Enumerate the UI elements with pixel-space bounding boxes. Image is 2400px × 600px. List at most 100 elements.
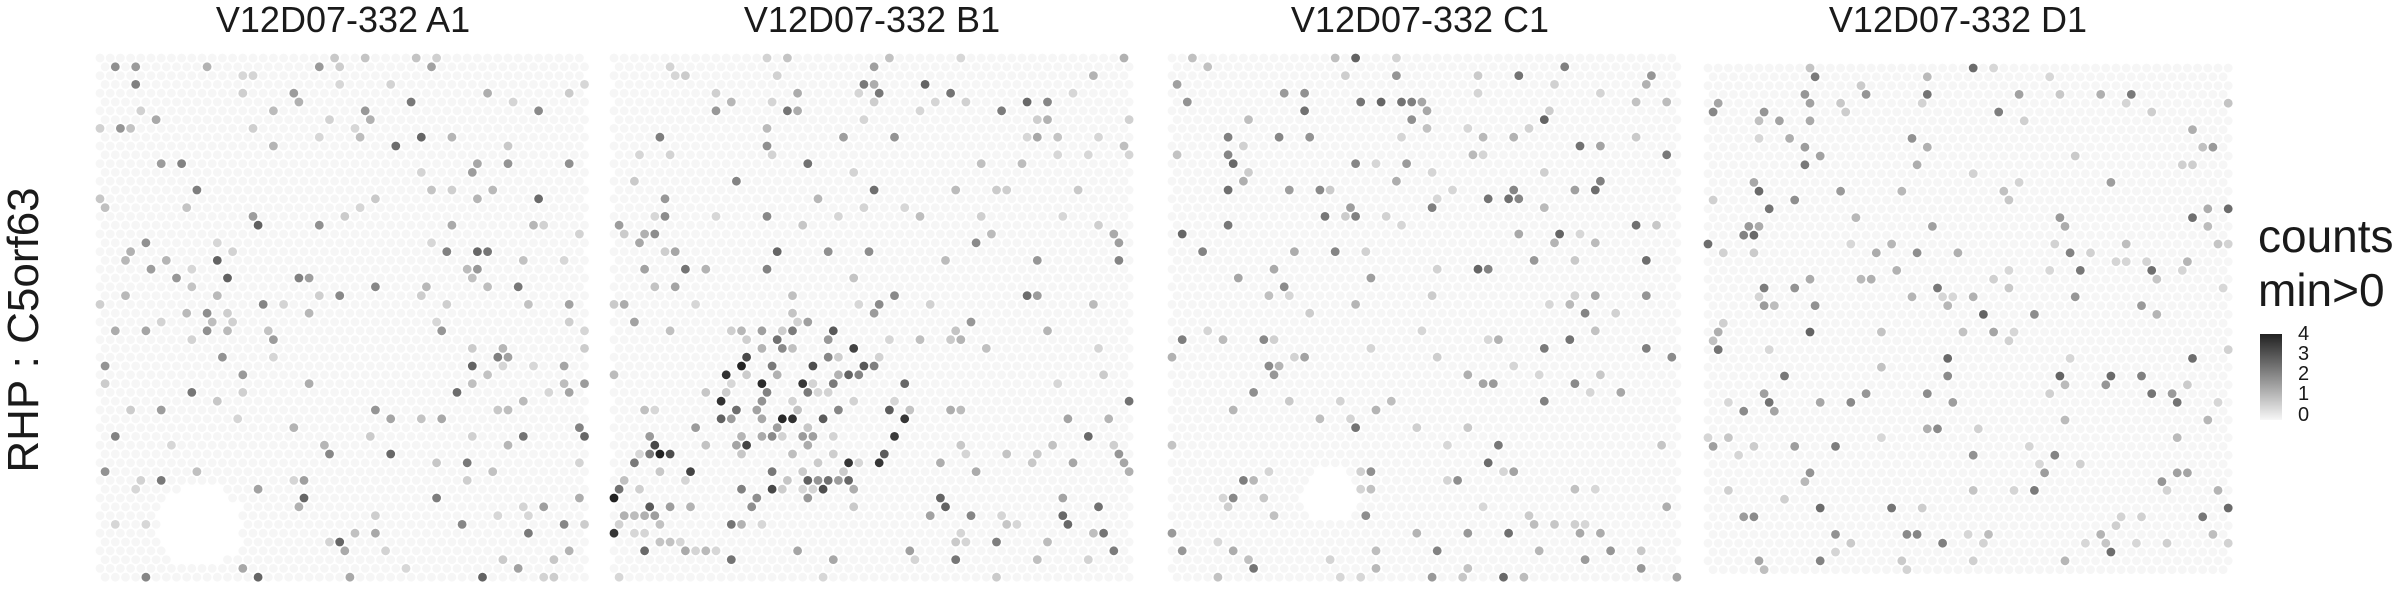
spot <box>747 168 757 177</box>
spot <box>304 520 314 529</box>
spot <box>951 150 961 160</box>
spot <box>726 396 736 406</box>
spot <box>808 168 818 177</box>
spot <box>447 132 457 142</box>
spot <box>401 440 411 450</box>
spot <box>365 414 375 424</box>
spot <box>737 203 746 213</box>
spot <box>156 388 166 397</box>
spot <box>920 273 930 283</box>
spot <box>544 476 554 485</box>
spot <box>925 71 935 80</box>
spot <box>126 194 135 204</box>
spot <box>580 432 589 441</box>
spot <box>136 264 146 274</box>
spot <box>885 212 894 221</box>
spot <box>1038 247 1047 256</box>
spot <box>126 493 135 503</box>
spot <box>1063 396 1073 406</box>
spot <box>457 185 467 195</box>
spot <box>844 300 853 309</box>
spot <box>508 132 518 142</box>
spot <box>1063 273 1073 283</box>
spot <box>793 229 802 239</box>
spot <box>660 335 670 344</box>
spot <box>330 71 339 80</box>
spot <box>197 88 207 98</box>
spot <box>279 528 288 538</box>
spot <box>645 150 655 160</box>
spot <box>243 414 253 424</box>
spot <box>1078 229 1088 239</box>
spot <box>925 212 935 221</box>
spot <box>1124 62 1134 72</box>
spot <box>640 282 649 292</box>
spot <box>956 335 966 344</box>
spot <box>885 247 894 256</box>
spot <box>828 115 838 124</box>
spot <box>503 71 513 80</box>
spot <box>1073 379 1083 388</box>
spot <box>1104 396 1114 406</box>
spot <box>151 168 161 177</box>
spot <box>110 62 120 72</box>
spot <box>849 344 859 353</box>
spot <box>396 572 406 582</box>
spot <box>386 238 396 248</box>
spot <box>513 247 523 256</box>
spot <box>381 317 390 327</box>
spot <box>660 405 670 415</box>
spot <box>808 80 818 89</box>
spot <box>681 405 690 415</box>
spot <box>981 361 991 371</box>
spot <box>1094 62 1103 72</box>
spot <box>1089 106 1098 116</box>
spot <box>630 194 639 204</box>
spot <box>325 80 334 89</box>
spot <box>406 361 416 371</box>
spot <box>997 405 1006 415</box>
spot <box>630 335 639 344</box>
spot <box>126 335 135 344</box>
spot <box>228 352 238 362</box>
spot <box>253 379 263 388</box>
spot <box>411 388 421 397</box>
spot <box>1007 71 1017 80</box>
spot <box>187 53 197 63</box>
spot <box>376 432 385 441</box>
spot <box>828 238 838 248</box>
spot <box>1068 53 1078 63</box>
spot <box>253 273 263 283</box>
spot <box>391 528 401 538</box>
spot <box>1027 229 1037 239</box>
spot <box>223 361 232 371</box>
spot <box>726 80 736 89</box>
spot <box>650 352 660 362</box>
spot <box>1038 123 1047 133</box>
spot <box>828 396 838 406</box>
spot <box>279 423 288 432</box>
spot <box>966 264 976 274</box>
spot <box>218 405 227 415</box>
spot <box>1012 132 1022 142</box>
spot <box>849 203 859 213</box>
spot <box>569 168 579 177</box>
spot <box>777 150 787 160</box>
spot <box>411 71 421 80</box>
spot <box>823 423 833 432</box>
spot <box>238 71 248 80</box>
spot <box>462 493 472 503</box>
spot <box>187 388 197 397</box>
spot <box>524 106 533 116</box>
spot <box>1048 388 1057 397</box>
spot <box>136 458 146 468</box>
spot <box>131 291 141 300</box>
spot <box>981 62 991 72</box>
spot <box>447 361 457 371</box>
spot <box>635 168 644 177</box>
spot <box>294 572 304 582</box>
spot <box>752 123 762 133</box>
spot <box>951 97 961 107</box>
spot <box>345 291 355 300</box>
spot <box>1063 132 1073 142</box>
